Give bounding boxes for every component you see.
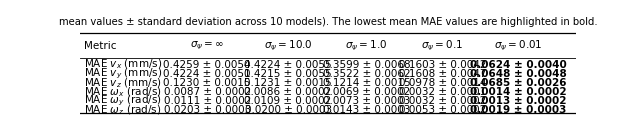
Text: 0.1603 ± 0.0042: 0.1603 ± 0.0042 [399,60,486,70]
Text: 0.0685 ± 0.0026: 0.0685 ± 0.0026 [470,78,566,88]
Text: 0.4215 ± 0.0055: 0.4215 ± 0.0055 [244,69,332,79]
Text: 0.0032 ± 0.0001: 0.0032 ± 0.0001 [399,87,486,97]
Text: 0.3599 ± 0.0068: 0.3599 ± 0.0068 [323,60,410,70]
Text: 0.0648 ± 0.0048: 0.0648 ± 0.0048 [470,69,566,79]
Text: 0.0087 ± 0.0002: 0.0087 ± 0.0002 [164,87,251,97]
Text: 0.0143 ± 0.0003: 0.0143 ± 0.0003 [323,105,410,115]
Text: 0.0053 ± 0.0002: 0.0053 ± 0.0002 [399,105,486,115]
Text: mean values ± standard deviation across 10 models). The lowest mean MAE values a: mean values ± standard deviation across … [59,17,597,27]
Text: 0.0086 ± 0.0002: 0.0086 ± 0.0002 [244,87,332,97]
Text: 0.0978 ± 0.0014: 0.0978 ± 0.0014 [399,78,486,88]
Text: $\sigma_\psi = 10.0$: $\sigma_\psi = 10.0$ [264,39,312,53]
Text: MAE $\omega_{x}$ (rad/s): MAE $\omega_{x}$ (rad/s) [84,85,162,99]
Text: 0.1608 ± 0.0047: 0.1608 ± 0.0047 [399,69,486,79]
Text: 0.0014 ± 0.0002: 0.0014 ± 0.0002 [470,87,566,97]
Text: 0.1231 ± 0.0015: 0.1231 ± 0.0015 [244,78,332,88]
Text: $\sigma_\psi = 1.0$: $\sigma_\psi = 1.0$ [346,39,388,53]
Text: 0.4224 ± 0.0051: 0.4224 ± 0.0051 [163,69,251,79]
Text: 0.0200 ± 0.0003: 0.0200 ± 0.0003 [244,105,332,115]
Text: Metric: Metric [84,41,116,51]
Text: 0.0073 ± 0.0003: 0.0073 ± 0.0003 [323,96,410,106]
Text: MAE $v_{y}$ (mm/s): MAE $v_{y}$ (mm/s) [84,67,162,81]
Text: 0.0109 ± 0.0002: 0.0109 ± 0.0002 [244,96,332,106]
Text: 0.0032 ± 0.0002: 0.0032 ± 0.0002 [399,96,486,106]
Text: 0.0069 ± 0.0002: 0.0069 ± 0.0002 [323,87,410,97]
Text: 0.0111 ± 0.0002: 0.0111 ± 0.0002 [164,96,251,106]
Text: MAE $\omega_{y}$ (rad/s): MAE $\omega_{y}$ (rad/s) [84,94,162,108]
Text: 0.0019 ± 0.0003: 0.0019 ± 0.0003 [470,105,566,115]
Text: 0.3522 ± 0.0062: 0.3522 ± 0.0062 [323,69,410,79]
Text: 0.1230 ± 0.0015: 0.1230 ± 0.0015 [163,78,251,88]
Text: MAE $v_{x}$ (mm/s): MAE $v_{x}$ (mm/s) [84,58,162,71]
Text: 0.1214 ± 0.0015: 0.1214 ± 0.0015 [323,78,410,88]
Text: MAE $v_{z}$ (mm/s): MAE $v_{z}$ (mm/s) [84,76,162,90]
Text: $\sigma_\psi = \infty$: $\sigma_\psi = \infty$ [190,40,224,52]
Text: MAE $\omega_{z}$ (rad/s): MAE $\omega_{z}$ (rad/s) [84,104,161,117]
Text: $\sigma_\psi = 0.01$: $\sigma_\psi = 0.01$ [494,39,543,53]
Text: $\sigma_\psi = 0.1$: $\sigma_\psi = 0.1$ [421,39,463,53]
Text: 0.4224 ± 0.0055: 0.4224 ± 0.0055 [244,60,332,70]
Text: 0.4259 ± 0.0054: 0.4259 ± 0.0054 [163,60,251,70]
Text: 0.0203 ± 0.0003: 0.0203 ± 0.0003 [164,105,251,115]
Text: 0.0013 ± 0.0002: 0.0013 ± 0.0002 [470,96,566,106]
Text: 0.0624 ± 0.0040: 0.0624 ± 0.0040 [470,60,566,70]
